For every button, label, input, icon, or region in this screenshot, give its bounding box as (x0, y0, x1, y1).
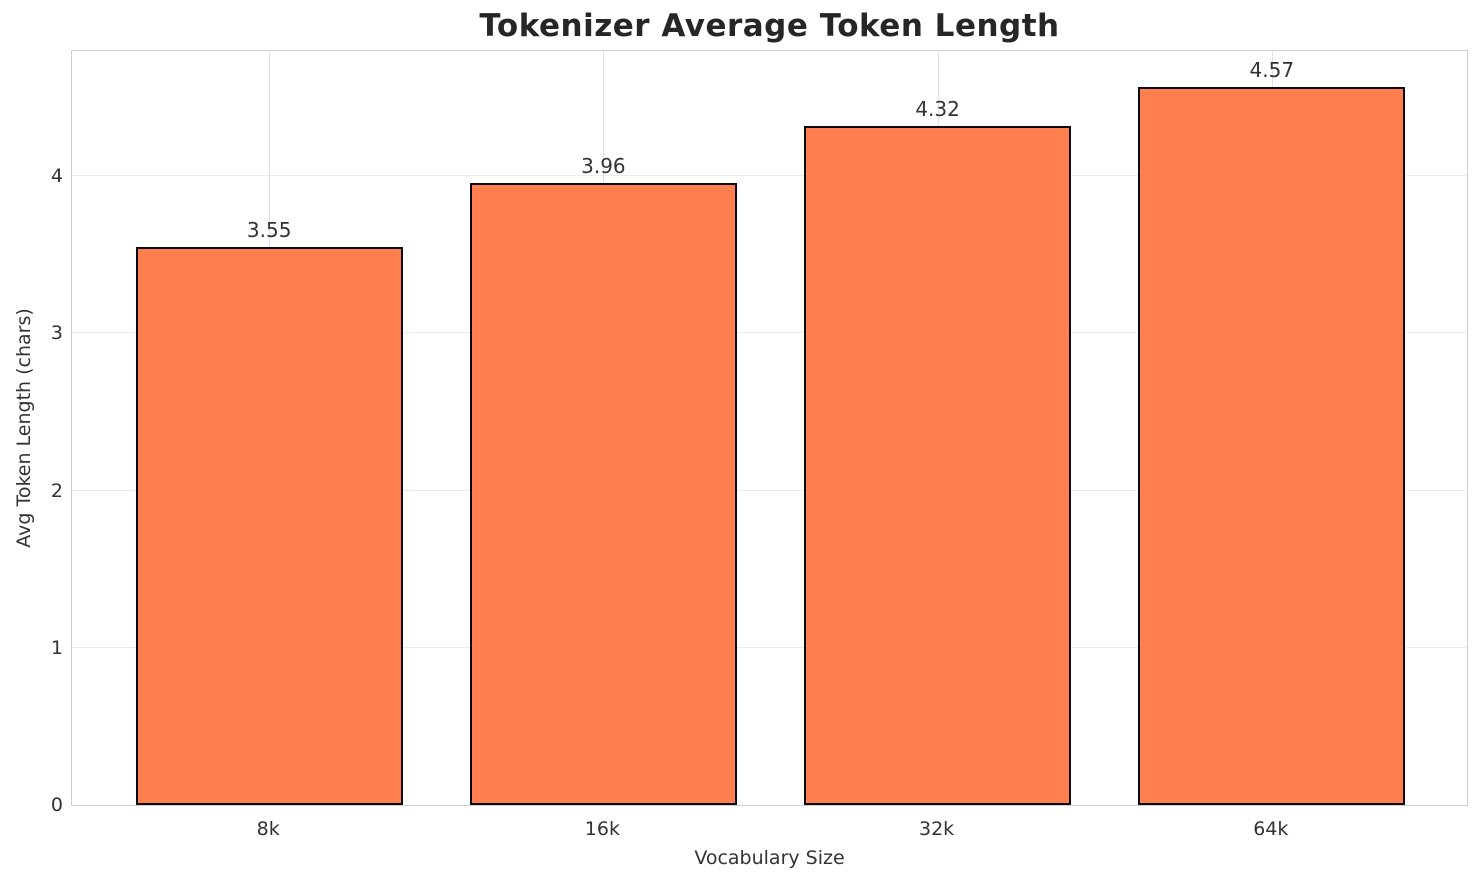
horizontal-gridline (72, 489, 1467, 491)
x-tick-label: 32k (919, 818, 955, 840)
horizontal-gridline (72, 175, 1467, 177)
horizontal-gridline (72, 332, 1467, 334)
bar-32k (803, 126, 1072, 805)
x-tick-label: 16k (584, 818, 620, 840)
bar-value-label: 3.55 (246, 218, 292, 243)
horizontal-gridline (72, 646, 1467, 648)
y-tick-label: 0 (50, 794, 63, 816)
chart-title: Tokenizer Average Token Length (479, 8, 1060, 44)
x-tick-label: 64k (1253, 818, 1289, 840)
bar-value-label: 4.57 (1249, 57, 1295, 82)
bar-8k (135, 247, 403, 805)
y-tick-label: 1 (50, 636, 63, 659)
bar-value-label: 3.96 (581, 153, 626, 178)
y-tick-label: 2 (50, 479, 63, 502)
bar-value-label: 4.32 (915, 97, 960, 122)
bar-16k (469, 182, 738, 805)
y-tick-label: 4 (50, 165, 63, 188)
bar-64k (1138, 86, 1406, 805)
plot-area: 3.55 3.96 4.32 4.57 (71, 50, 1468, 806)
x-tick-label: 8k (256, 818, 280, 840)
y-tick-label: 3 (50, 322, 63, 345)
x-axis-label: Vocabulary Size (694, 847, 845, 869)
